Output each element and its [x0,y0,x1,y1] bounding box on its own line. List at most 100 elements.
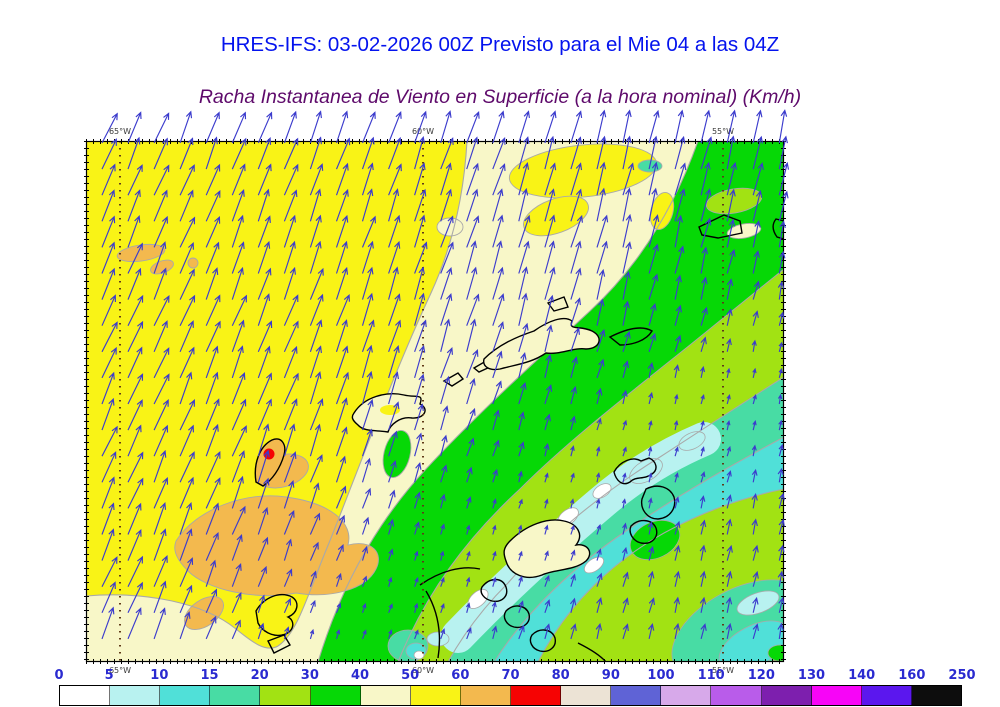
wind-arrow [257,398,272,431]
colorbar-tick-label: 140 [848,668,876,683]
wind-arrow [257,477,270,509]
wind-arrow [361,215,376,248]
wind-arrow [127,136,141,170]
wind-arrow [596,417,602,431]
wind-arrow [570,214,583,248]
wind-arrow [179,346,195,379]
wind-arrow [283,398,298,431]
wind-arrow [205,423,219,457]
wind-arrow [101,163,116,196]
wind-arrow [335,544,344,561]
wind-arrow [283,451,297,483]
wind-arrow [205,502,220,535]
wind-arrow [648,420,653,431]
wind-arrow [231,266,244,300]
wind-arrow [309,454,323,483]
wind-arrow [205,477,221,509]
wind-arrow [231,241,245,274]
wind-arrow [492,550,497,561]
wind-arrow [544,240,556,274]
wind-arrow [466,466,473,483]
wind-arrow [179,611,191,640]
wind-arrow [778,492,785,509]
wind-arrow [414,292,426,326]
wind-arrow [101,294,116,326]
wind-arrow [596,268,606,300]
wind-arrow [101,189,115,222]
wind-arrow [725,596,733,613]
wind-arrow [231,189,245,222]
colorbar-segment [761,686,812,705]
wind-arrow [752,109,763,144]
colorbar-segment [60,686,111,705]
wind-arrow [491,601,497,613]
wind-arrow [544,188,556,222]
wind-arrow [726,337,732,352]
gust-fill-regions [86,141,784,662]
wind-arrow [517,470,523,483]
wind-arrow [752,596,759,613]
wind-arrow [440,628,446,640]
wind-arrow [673,596,681,613]
wind-arrow [127,320,144,353]
wind-arrow [673,364,680,379]
wind-arrow [648,597,655,613]
wind-arrow [179,320,194,353]
wind-arrow [101,241,116,274]
longitude-label: 55°W [711,666,735,675]
wind-arrow [440,405,449,431]
wind-arrow [153,347,170,379]
wind-arrow [596,358,605,379]
wind-arrow [335,137,351,170]
wind-arrow [440,241,454,274]
wind-arrow [725,518,733,535]
wind-arrow [205,398,220,431]
wind-arrow [127,215,141,248]
wind-arrow [179,528,193,561]
wind-arrow [648,545,655,561]
wind-arrow [179,399,195,431]
colorbar-tick-label: 130 [797,668,826,683]
wind-arrow [101,346,117,379]
wind-arrow [205,294,221,326]
colorbar-tick-label: 10 [150,668,169,683]
wind-arrow [492,439,500,457]
wind-arrow [596,523,602,535]
wind-arrow [388,430,398,457]
wind-arrow [466,407,476,431]
wind-arrow [309,293,324,326]
wind-arrow [726,249,736,274]
longitude-label: 65°W [108,666,132,675]
wind-arrow [544,413,551,431]
wind-arrow [388,371,399,405]
wind-arrow [596,596,603,613]
wind-arrow [752,544,759,561]
wind-arrow [361,602,367,613]
wind-arrow [127,373,144,405]
wind-arrow [570,549,576,561]
wind-arrow [101,556,118,587]
wind-arrow [778,544,785,561]
wind-arrow [726,135,736,170]
wind-arrow [544,162,557,196]
wind-arrow [335,572,342,587]
wind-arrow [440,464,448,483]
wind-arrow [778,135,788,170]
wind-arrow [465,602,471,613]
wind-arrow [569,415,577,431]
wind-arrow [699,570,707,587]
wind-arrow [674,214,683,248]
wind-arrow [257,536,269,561]
wind-arrow [179,137,194,170]
wind-arrow [440,137,454,170]
wind-arrow [388,459,397,483]
wind-arrow [778,596,785,613]
wind-arrow [101,451,117,483]
wind-arrow [440,523,445,535]
wind-arrow [388,188,400,222]
wind-arrow [570,524,575,535]
colorbar-segment [460,686,511,705]
map-frame [84,139,786,664]
wind-arrow [570,356,578,379]
wind-arrow [309,345,322,379]
